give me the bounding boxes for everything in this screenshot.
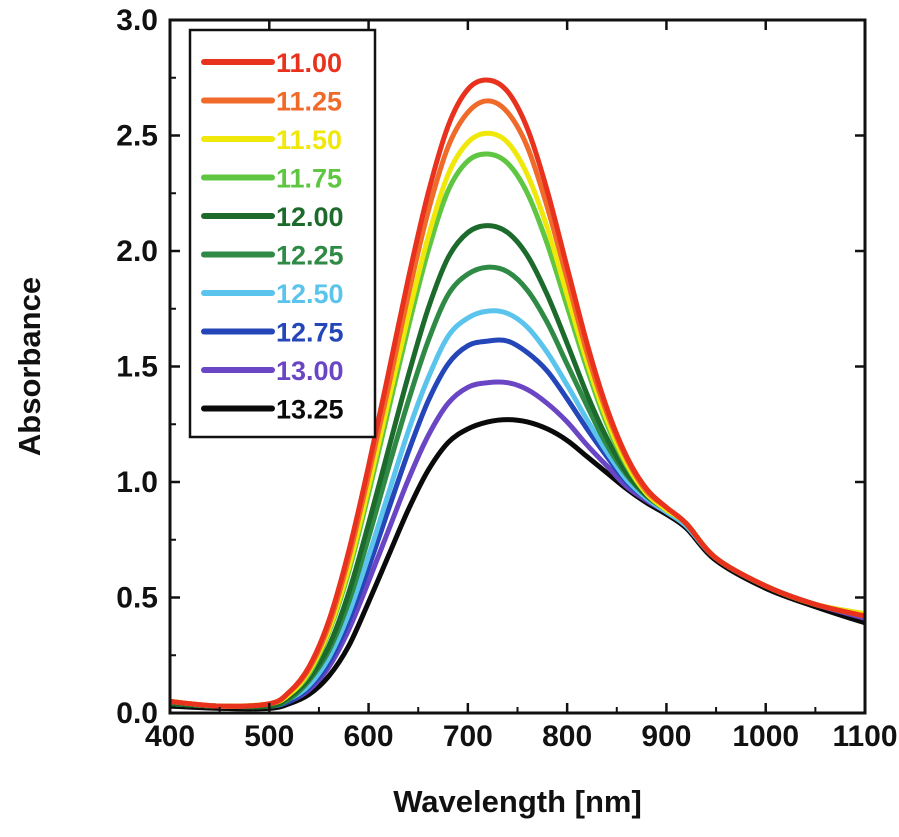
y-tick-label: 2.0 — [116, 235, 158, 268]
legend-label: 13.00 — [276, 356, 344, 386]
series-line-13-25 — [170, 417, 865, 712]
y-axis-ticks: 0.0 0.5 1.0 1.5 2.0 2.5 3.0 — [116, 4, 865, 730]
plot-area — [170, 77, 865, 712]
legend-label: 12.50 — [276, 279, 344, 309]
legend-label: 11.50 — [276, 125, 342, 155]
x-tick-label: 600 — [344, 720, 394, 753]
x-tick-label: 400 — [145, 720, 195, 753]
legend-label: 12.25 — [276, 241, 344, 271]
x-tick-label: 1000 — [732, 720, 799, 753]
x-tick-label: 1100 — [832, 720, 897, 753]
series-line-11-00 — [170, 77, 865, 709]
axes: 400 500 600 700 800 900 1000 1100 0.0 0.5 1.0 1.5 2… — [12, 4, 898, 819]
legend-label: 11.75 — [276, 164, 342, 194]
y-tick-label: 1.5 — [116, 351, 158, 384]
legend: 11.00 11.25 11.50 11.75 12.00 12.25 12.50 12.75… — [188, 28, 377, 439]
x-tick-label: 800 — [542, 720, 592, 753]
legend-label: 11.25 — [276, 87, 342, 117]
y-tick-label: 0.5 — [116, 582, 158, 615]
x-tick-label: 500 — [244, 720, 294, 753]
x-tick-label: 700 — [443, 720, 493, 753]
y-tick-label: 1.0 — [116, 466, 158, 499]
legend-label: 13.25 — [276, 395, 344, 425]
y-tick-label: 2.5 — [116, 120, 158, 153]
y-tick-label: 3.0 — [116, 4, 158, 37]
x-tick-label: 900 — [641, 720, 691, 753]
legend-label: 12.75 — [276, 318, 344, 348]
series-lines — [170, 77, 865, 712]
x-axis-ticks: 400 500 600 700 800 900 1000 1100 — [145, 20, 898, 753]
legend-label: 12.00 — [276, 202, 344, 232]
legend-label: 11.00 — [276, 48, 342, 78]
x-axis-title: Wavelength [nm] — [393, 784, 642, 819]
y-tick-label: 0.0 — [116, 697, 158, 730]
y-axis-title: Absorbance — [12, 277, 47, 456]
